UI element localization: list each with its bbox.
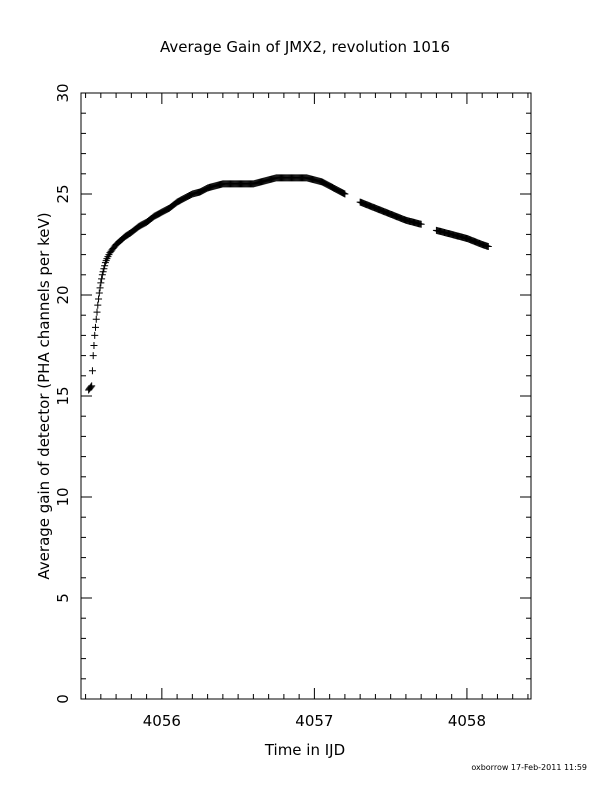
data-point: [97, 279, 105, 287]
x-axis-label: Time in IJD: [264, 741, 345, 759]
data-point: [101, 262, 109, 270]
y-tick-label: 20: [54, 285, 72, 304]
data-point: [98, 275, 106, 283]
axis-tick-labels: 4056 4057 4058 0 5 10 15 20 25 30: [54, 83, 486, 730]
y-tick-label: 30: [54, 83, 72, 102]
chart-title: Average Gain of JMX2, revolution 1016: [160, 38, 450, 56]
data-point: [484, 243, 492, 251]
data-point: [87, 383, 95, 391]
data-point: [88, 367, 96, 375]
data-point: [93, 308, 101, 316]
y-tick-label: 5: [54, 593, 72, 603]
x-tick-label: 4058: [448, 712, 486, 730]
y-tick-label: 0: [54, 694, 72, 704]
data-point: [88, 382, 96, 390]
data-point: [96, 284, 104, 292]
data-point: [95, 295, 103, 303]
axis-ticks: [81, 92, 531, 700]
data-point: [417, 220, 425, 228]
data-point: [340, 189, 348, 197]
footer-credit: oxborrow 17-Feb-2011 11:59: [471, 763, 587, 772]
data-point: [92, 315, 100, 323]
data-point: [91, 331, 99, 339]
y-tick-label: 15: [54, 386, 72, 405]
data-point: [95, 289, 103, 297]
data-point: [98, 271, 106, 279]
y-axis-label: Average gain of detector (PHA channels p…: [35, 212, 53, 579]
data-point: [99, 268, 107, 276]
data-points: [85, 174, 492, 394]
x-tick-label: 4057: [295, 712, 333, 730]
y-tick-label: 10: [54, 487, 72, 506]
data-point: [94, 301, 102, 309]
x-tick-label: 4056: [143, 712, 181, 730]
data-point: [90, 342, 98, 349]
data-point: [89, 352, 97, 360]
data-point: [341, 190, 349, 198]
data-point: [100, 265, 108, 273]
data-point: [91, 323, 99, 331]
plot-frame: [80, 92, 532, 700]
y-tick-label: 25: [54, 184, 72, 203]
